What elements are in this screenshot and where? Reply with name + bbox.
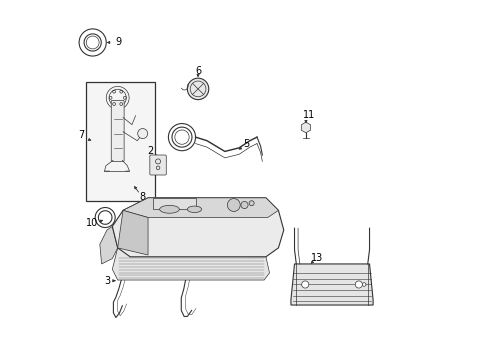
Polygon shape — [153, 198, 196, 208]
Polygon shape — [100, 226, 118, 264]
Polygon shape — [118, 210, 148, 255]
Polygon shape — [123, 198, 278, 217]
Polygon shape — [112, 248, 269, 280]
Polygon shape — [290, 264, 372, 305]
Text: 1: 1 — [167, 256, 173, 266]
Polygon shape — [112, 198, 283, 257]
Circle shape — [362, 283, 365, 286]
Circle shape — [248, 201, 254, 206]
Circle shape — [138, 129, 147, 139]
Ellipse shape — [160, 205, 179, 213]
Circle shape — [354, 281, 362, 288]
Circle shape — [227, 199, 240, 211]
Text: 6: 6 — [195, 66, 201, 76]
Text: 13: 13 — [310, 252, 323, 262]
Circle shape — [241, 202, 247, 208]
Text: 11: 11 — [302, 110, 314, 120]
FancyBboxPatch shape — [111, 100, 124, 161]
Circle shape — [187, 78, 208, 100]
Text: 3: 3 — [104, 276, 110, 286]
FancyBboxPatch shape — [149, 155, 166, 175]
Text: 8: 8 — [140, 192, 145, 202]
Text: 2: 2 — [147, 147, 153, 157]
Text: 7: 7 — [78, 130, 84, 140]
Text: 10: 10 — [86, 218, 98, 228]
Ellipse shape — [187, 206, 201, 212]
Text: 9: 9 — [116, 37, 122, 48]
Circle shape — [265, 230, 272, 237]
Circle shape — [301, 281, 308, 288]
Text: 5: 5 — [243, 139, 249, 149]
FancyBboxPatch shape — [85, 82, 155, 202]
Text: 4: 4 — [196, 272, 203, 282]
Text: 12: 12 — [259, 217, 271, 227]
